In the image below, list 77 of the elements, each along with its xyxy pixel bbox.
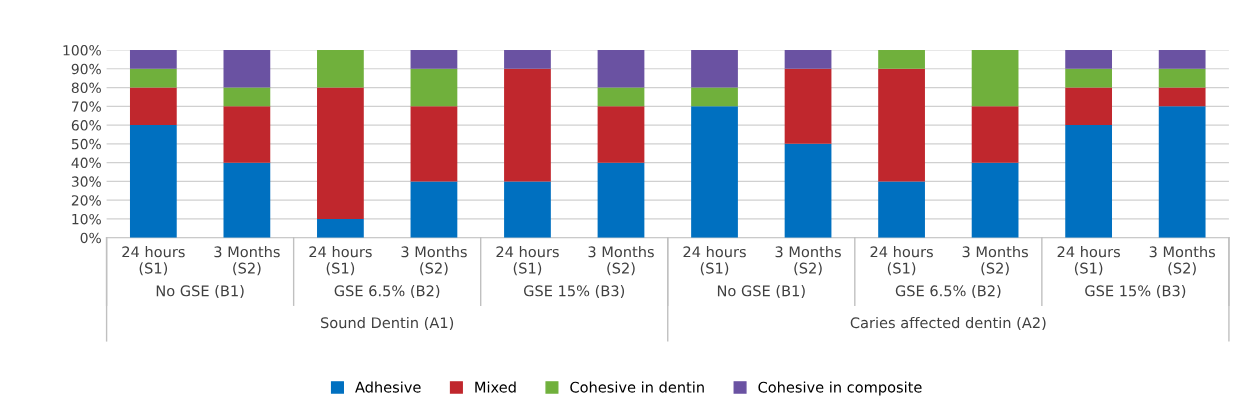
bar [223, 106, 271, 163]
bar [1158, 87, 1206, 107]
y-tick-label: 60% [71, 120, 101, 131]
x-tick-label: 24 hours (S1) [122, 246, 185, 276]
y-tick-label: 10% [72, 213, 101, 225]
bar [1158, 50, 1206, 69]
y-tick-label: 0% [80, 232, 101, 244]
bar [223, 162, 271, 238]
text: No GSE (B1) [717, 285, 805, 299]
bar [691, 50, 738, 88]
legend-label: Mixed [475, 381, 516, 393]
text: GSE 15% (B3) [1085, 285, 1186, 299]
bar [129, 87, 177, 126]
bar [971, 50, 1019, 107]
legend-label: Adhesive [355, 381, 421, 393]
bar [1065, 50, 1113, 69]
y-tick-label: 70% [72, 101, 101, 112]
bar [597, 106, 645, 163]
bar [410, 68, 458, 107]
x-tick-label: 3 Months (S2) [588, 246, 654, 276]
y-tick-label: 90% [71, 63, 101, 75]
bar [784, 68, 832, 144]
bar [597, 50, 645, 88]
bar [223, 50, 271, 88]
bar [410, 181, 458, 238]
legend-label: Cohesive in dentin [570, 381, 704, 393]
x-tick-label: 3 Months (S2) [214, 246, 280, 276]
bar [971, 106, 1019, 163]
bar [129, 50, 177, 69]
bar [784, 143, 832, 238]
x-tick-label: 24 hours (S1) [1057, 246, 1121, 276]
y-tick-label: 100% [63, 45, 101, 56]
text: GSE 15% (B3) [523, 285, 625, 299]
x-tick-label: 3 Months (S2) [1149, 246, 1216, 276]
y-tick-label: 40% [71, 157, 101, 169]
bar [878, 68, 925, 182]
bar [223, 87, 271, 107]
bar [317, 87, 364, 219]
bar [317, 218, 364, 238]
bar [1158, 106, 1206, 238]
bar [971, 162, 1019, 238]
bar [691, 106, 738, 238]
bar [878, 50, 925, 69]
bar [597, 162, 645, 238]
bar [878, 181, 925, 238]
text: GSE 6.5% (B2) [334, 285, 440, 299]
bar [317, 50, 364, 88]
y-tick-label: 80% [71, 82, 101, 94]
bar [597, 87, 645, 107]
text: No GSE (B1) [156, 285, 244, 299]
bar [691, 87, 738, 107]
bar [410, 106, 458, 182]
x-tick-label: 3 Months (S2) [962, 246, 1028, 276]
text: GSE 6.5% (B2) [895, 285, 1001, 299]
x-tick-label: 3 Months (S2) [401, 246, 467, 276]
x-tick-label: 24 hours (S1) [683, 246, 746, 276]
bar [1065, 68, 1113, 88]
bar [1065, 87, 1113, 126]
bar [504, 181, 551, 238]
bar [1065, 125, 1113, 238]
x-tick-label: 3 Months (S2) [775, 246, 841, 276]
y-tick-label: 30% [71, 176, 101, 187]
bar [784, 50, 832, 69]
x-tick-label: 24 hours (S1) [870, 246, 933, 276]
y-tick-label: 50% [71, 138, 101, 150]
legend-label: Cohesive in composite [758, 381, 922, 396]
bar [504, 68, 551, 182]
bar [1158, 68, 1206, 88]
bar [129, 68, 177, 88]
bar [129, 125, 177, 238]
text: Sound Dentin (A1) [320, 316, 454, 330]
x-tick-label: 24 hours (S1) [496, 246, 559, 276]
bar [504, 50, 551, 69]
x-tick-label: 24 hours (S1) [309, 246, 372, 276]
text: Caries affected dentin (A2) [850, 316, 1046, 330]
bar [410, 50, 458, 69]
y-tick-label: 20% [71, 195, 101, 206]
